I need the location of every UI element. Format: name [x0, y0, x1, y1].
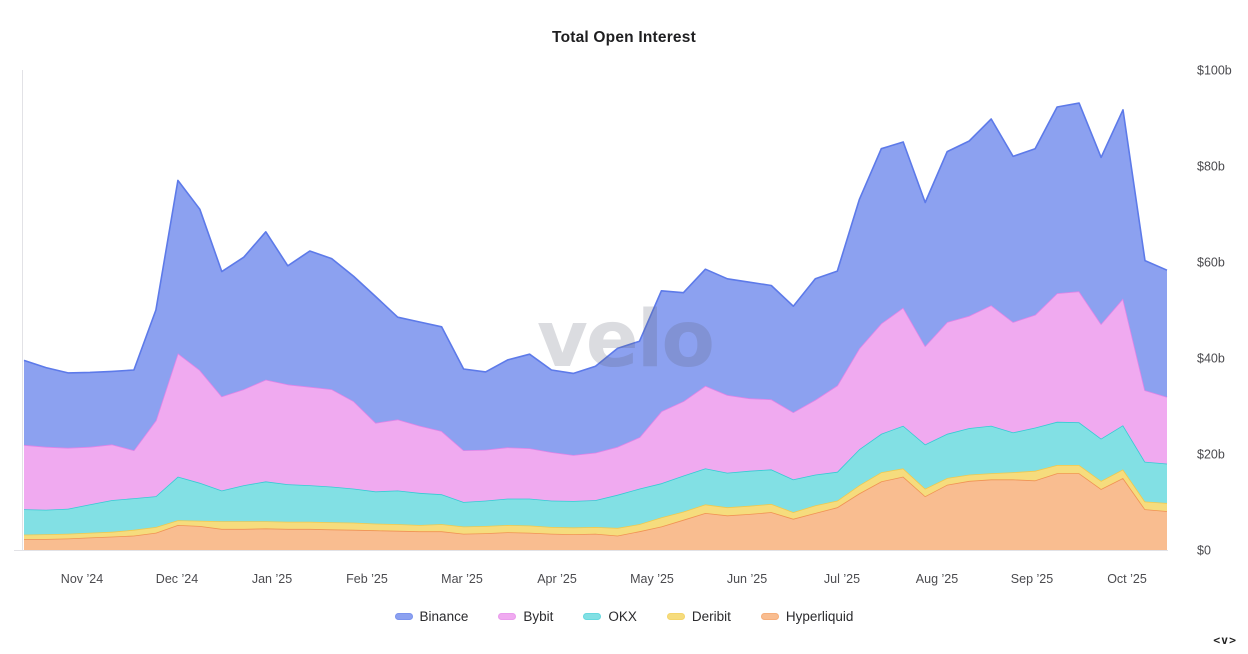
y-axis-label: $100b	[1197, 64, 1232, 78]
legend-label: Hyperliquid	[785, 609, 854, 624]
legend-item-binance[interactable]: Binance	[394, 609, 469, 624]
x-axis-label: Jan ’25	[252, 572, 292, 586]
x-axis-label: Nov ’24	[61, 572, 103, 586]
x-axis-label: Jul ’25	[824, 572, 860, 586]
series-line-binance	[23, 102, 1168, 375]
legend-swatch-bybit	[498, 613, 517, 620]
y-axis-label: $80b	[1197, 160, 1225, 174]
y-axis-label: $60b	[1197, 256, 1225, 270]
legend-swatch-deribit	[666, 613, 685, 620]
legend-swatch-okx	[583, 613, 602, 620]
chart-title: Total Open Interest	[552, 29, 696, 46]
legend-swatch-hyperliquid	[760, 613, 779, 620]
x-axis-label: Feb ’25	[346, 572, 388, 586]
series-area-okx	[24, 421, 1167, 535]
series-area-hyperliquid	[24, 473, 1167, 550]
x-axis-label: Apr ’25	[537, 572, 577, 586]
series-area-bybit	[24, 291, 1167, 510]
x-axis-label: May ’25	[630, 572, 674, 586]
x-axis-label: Oct ’25	[1107, 572, 1147, 586]
open-interest-stacked-area-chart: $0 $20b $40b $60b $80b $100b Nov ’24 Dec ’24 Jan…	[14, 64, 1232, 586]
x-axis-label: Sep ’25	[1011, 572, 1053, 586]
series-area-binance	[24, 103, 1167, 455]
x-axis-label: Aug ’25	[916, 572, 958, 586]
velo-badge: <v>	[1213, 633, 1237, 647]
legend-label: Deribit	[691, 609, 731, 624]
legend-label: Binance	[419, 609, 469, 624]
chart-legend: Binance Bybit OKX Deribit Hyperliquid	[0, 609, 1248, 624]
legend-item-okx[interactable]: OKX	[583, 609, 637, 624]
x-axis-label: Mar ’25	[441, 572, 483, 586]
legend-item-bybit[interactable]: Bybit	[498, 609, 553, 624]
legend-label: OKX	[608, 609, 637, 624]
x-axis-label: Dec ’24	[156, 572, 198, 586]
series-area-deribit	[24, 465, 1167, 539]
legend-label: Bybit	[523, 609, 554, 624]
y-axis-label: $20b	[1197, 448, 1225, 462]
y-axis-label: $0	[1197, 544, 1211, 558]
legend-item-deribit[interactable]: Deribit	[666, 609, 731, 624]
legend-item-hyperliquid[interactable]: Hyperliquid	[760, 609, 854, 624]
legend-swatch-binance	[394, 613, 413, 620]
y-axis-label: $40b	[1197, 352, 1225, 366]
x-axis-label: Jun ’25	[727, 572, 767, 586]
